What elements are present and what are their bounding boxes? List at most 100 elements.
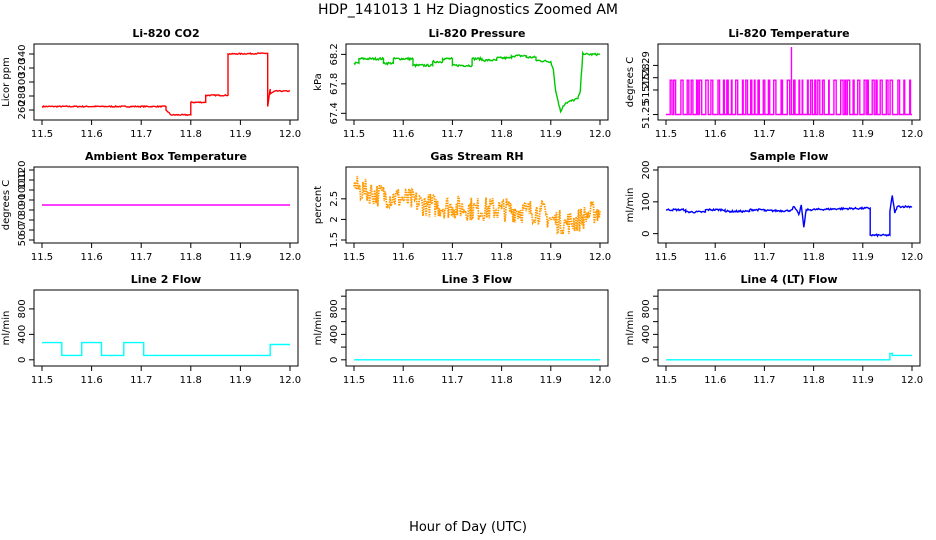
x-tick-label: 11.6 [704,129,726,140]
x-tick-label: 11.6 [392,129,414,140]
x-tick-label: 11.5 [655,375,677,386]
panel-p4: Ambient Box Temperature degrees C 11.5 11.6… [1,150,301,263]
y-axis-label: ml/min [625,188,636,223]
y-tick-label: 60 [17,224,28,237]
y-tick-label: 67.8 [329,73,340,95]
x-tick-label: 11.8 [490,375,512,386]
x-tick-label: 11.5 [343,252,365,263]
panel-title: Line 2 Flow [131,273,201,286]
y-tick-label: 200 [641,160,652,179]
x-tick-label: 11.7 [753,375,775,386]
x-tick-label: 11.6 [704,375,726,386]
y-tick-label: 1.5 [329,232,340,248]
x-tick-label: 11.9 [540,252,562,263]
series-line [41,52,291,117]
y-tick-label: 0 [17,357,28,363]
y-tick-label: 90 [17,194,28,207]
y-axis-label: ml/min [1,311,12,346]
plot-frame [345,289,609,367]
y-tick-label: 120 [17,160,28,179]
x-tick-label: 11.9 [852,375,874,386]
y-tick-label: 0 [641,357,652,363]
x-tick-label: 11.9 [540,129,562,140]
series-line [666,352,912,361]
y-tick-label: 80 [17,204,28,217]
y-tick-label: 280 [17,86,28,105]
panel-p1: Li-820 CO2 Licor ppm 11.5 11.6 11.7 11.8 11.9 1… [1,27,301,140]
x-tick-label: 12.0 [279,252,301,263]
y-tick-label: 0 [329,357,340,363]
y-axis-label: Licor ppm [1,57,12,107]
plot-frame [657,43,921,121]
x-tick-label: 11.7 [441,252,463,263]
x-tick-label: 12.0 [589,375,611,386]
y-tick-label: 51.25 [641,100,652,129]
panel-title: Line 4 (LT) Flow [741,273,838,286]
series-line [353,50,601,114]
panel-title: Li-820 Pressure [429,27,526,40]
x-tick-label: 11.9 [540,375,562,386]
x-tick-label: 11.6 [392,375,414,386]
y-axis-label: kPa [313,73,324,91]
y-tick-label: 2.5 [329,191,340,207]
x-tick-label: 11.5 [31,129,53,140]
plot-frame [657,289,921,367]
y-tick-label: 320 [17,58,28,77]
panel-title: Gas Stream RH [430,150,523,163]
panel-p5: Gas Stream RH percent 11.5 11.6 11.7 11.8 11.9… [313,150,611,263]
x-tick-label: 11.7 [753,252,775,263]
series-line [353,175,601,235]
y-axis-label: degrees C [625,57,636,107]
x-tick-label: 12.0 [589,252,611,263]
x-tick-label: 11.9 [229,129,251,140]
y-tick-label: 70 [17,214,28,227]
x-tick-label: 11.5 [31,375,53,386]
x-tick-label: 12.0 [901,252,923,263]
plot-frame [345,43,609,121]
x-tick-label: 12.0 [279,129,301,140]
x-tick-label: 11.5 [343,375,365,386]
plot-frame [33,166,299,244]
x-tick-label: 11.8 [180,252,202,263]
x-tick-label: 11.9 [852,129,874,140]
x-tick-label: 11.5 [343,129,365,140]
y-tick-label: 400 [17,325,28,344]
panel-title: Li-820 Temperature [728,27,849,40]
x-tick-label: 11.7 [441,129,463,140]
y-tick-label: 67.4 [329,102,340,124]
y-tick-label: 800 [641,299,652,318]
y-tick-label: 400 [329,325,340,344]
series-line [665,195,913,238]
y-tick-label: 100 [641,192,652,211]
y-tick-label: 340 [17,44,28,63]
series-line [666,79,912,116]
x-tick-label: 11.8 [490,252,512,263]
panel-p2: Li-820 Pressure kPa 11.5 11.6 11.7 11.8 11.9 12… [313,27,611,140]
y-tick-label: 800 [17,299,28,318]
panels-group: Li-820 CO2 Licor ppm 11.5 11.6 11.7 11.8 11.9 1… [1,27,923,386]
y-tick-label: 100 [17,180,28,199]
x-tick-label: 11.9 [229,252,251,263]
y-tick-label: 0 [641,230,652,236]
y-tick-label: 110 [17,170,28,189]
panel-title: Ambient Box Temperature [85,150,247,163]
series-line [42,341,290,357]
y-axis-label: ml/min [313,311,324,346]
x-tick-label: 11.7 [130,252,152,263]
x-tick-label: 11.6 [392,252,414,263]
x-tick-label: 12.0 [589,129,611,140]
y-tick-label: 68.2 [329,43,340,65]
x-tick-label: 11.8 [802,375,824,386]
x-tick-label: 11.6 [80,129,102,140]
y-tick-label: 51.28 [641,63,652,92]
x-tick-label: 11.8 [802,129,824,140]
panel-title: Sample Flow [750,150,829,163]
plot-frame [345,166,609,244]
x-tick-label: 11.6 [80,375,102,386]
x-tick-label: 12.0 [901,129,923,140]
figure-x-label: Hour of Day (UTC) [409,520,527,535]
x-tick-label: 11.6 [80,252,102,263]
y-axis-label: degrees C [1,180,12,230]
y-tick-label: 260 [17,100,28,119]
